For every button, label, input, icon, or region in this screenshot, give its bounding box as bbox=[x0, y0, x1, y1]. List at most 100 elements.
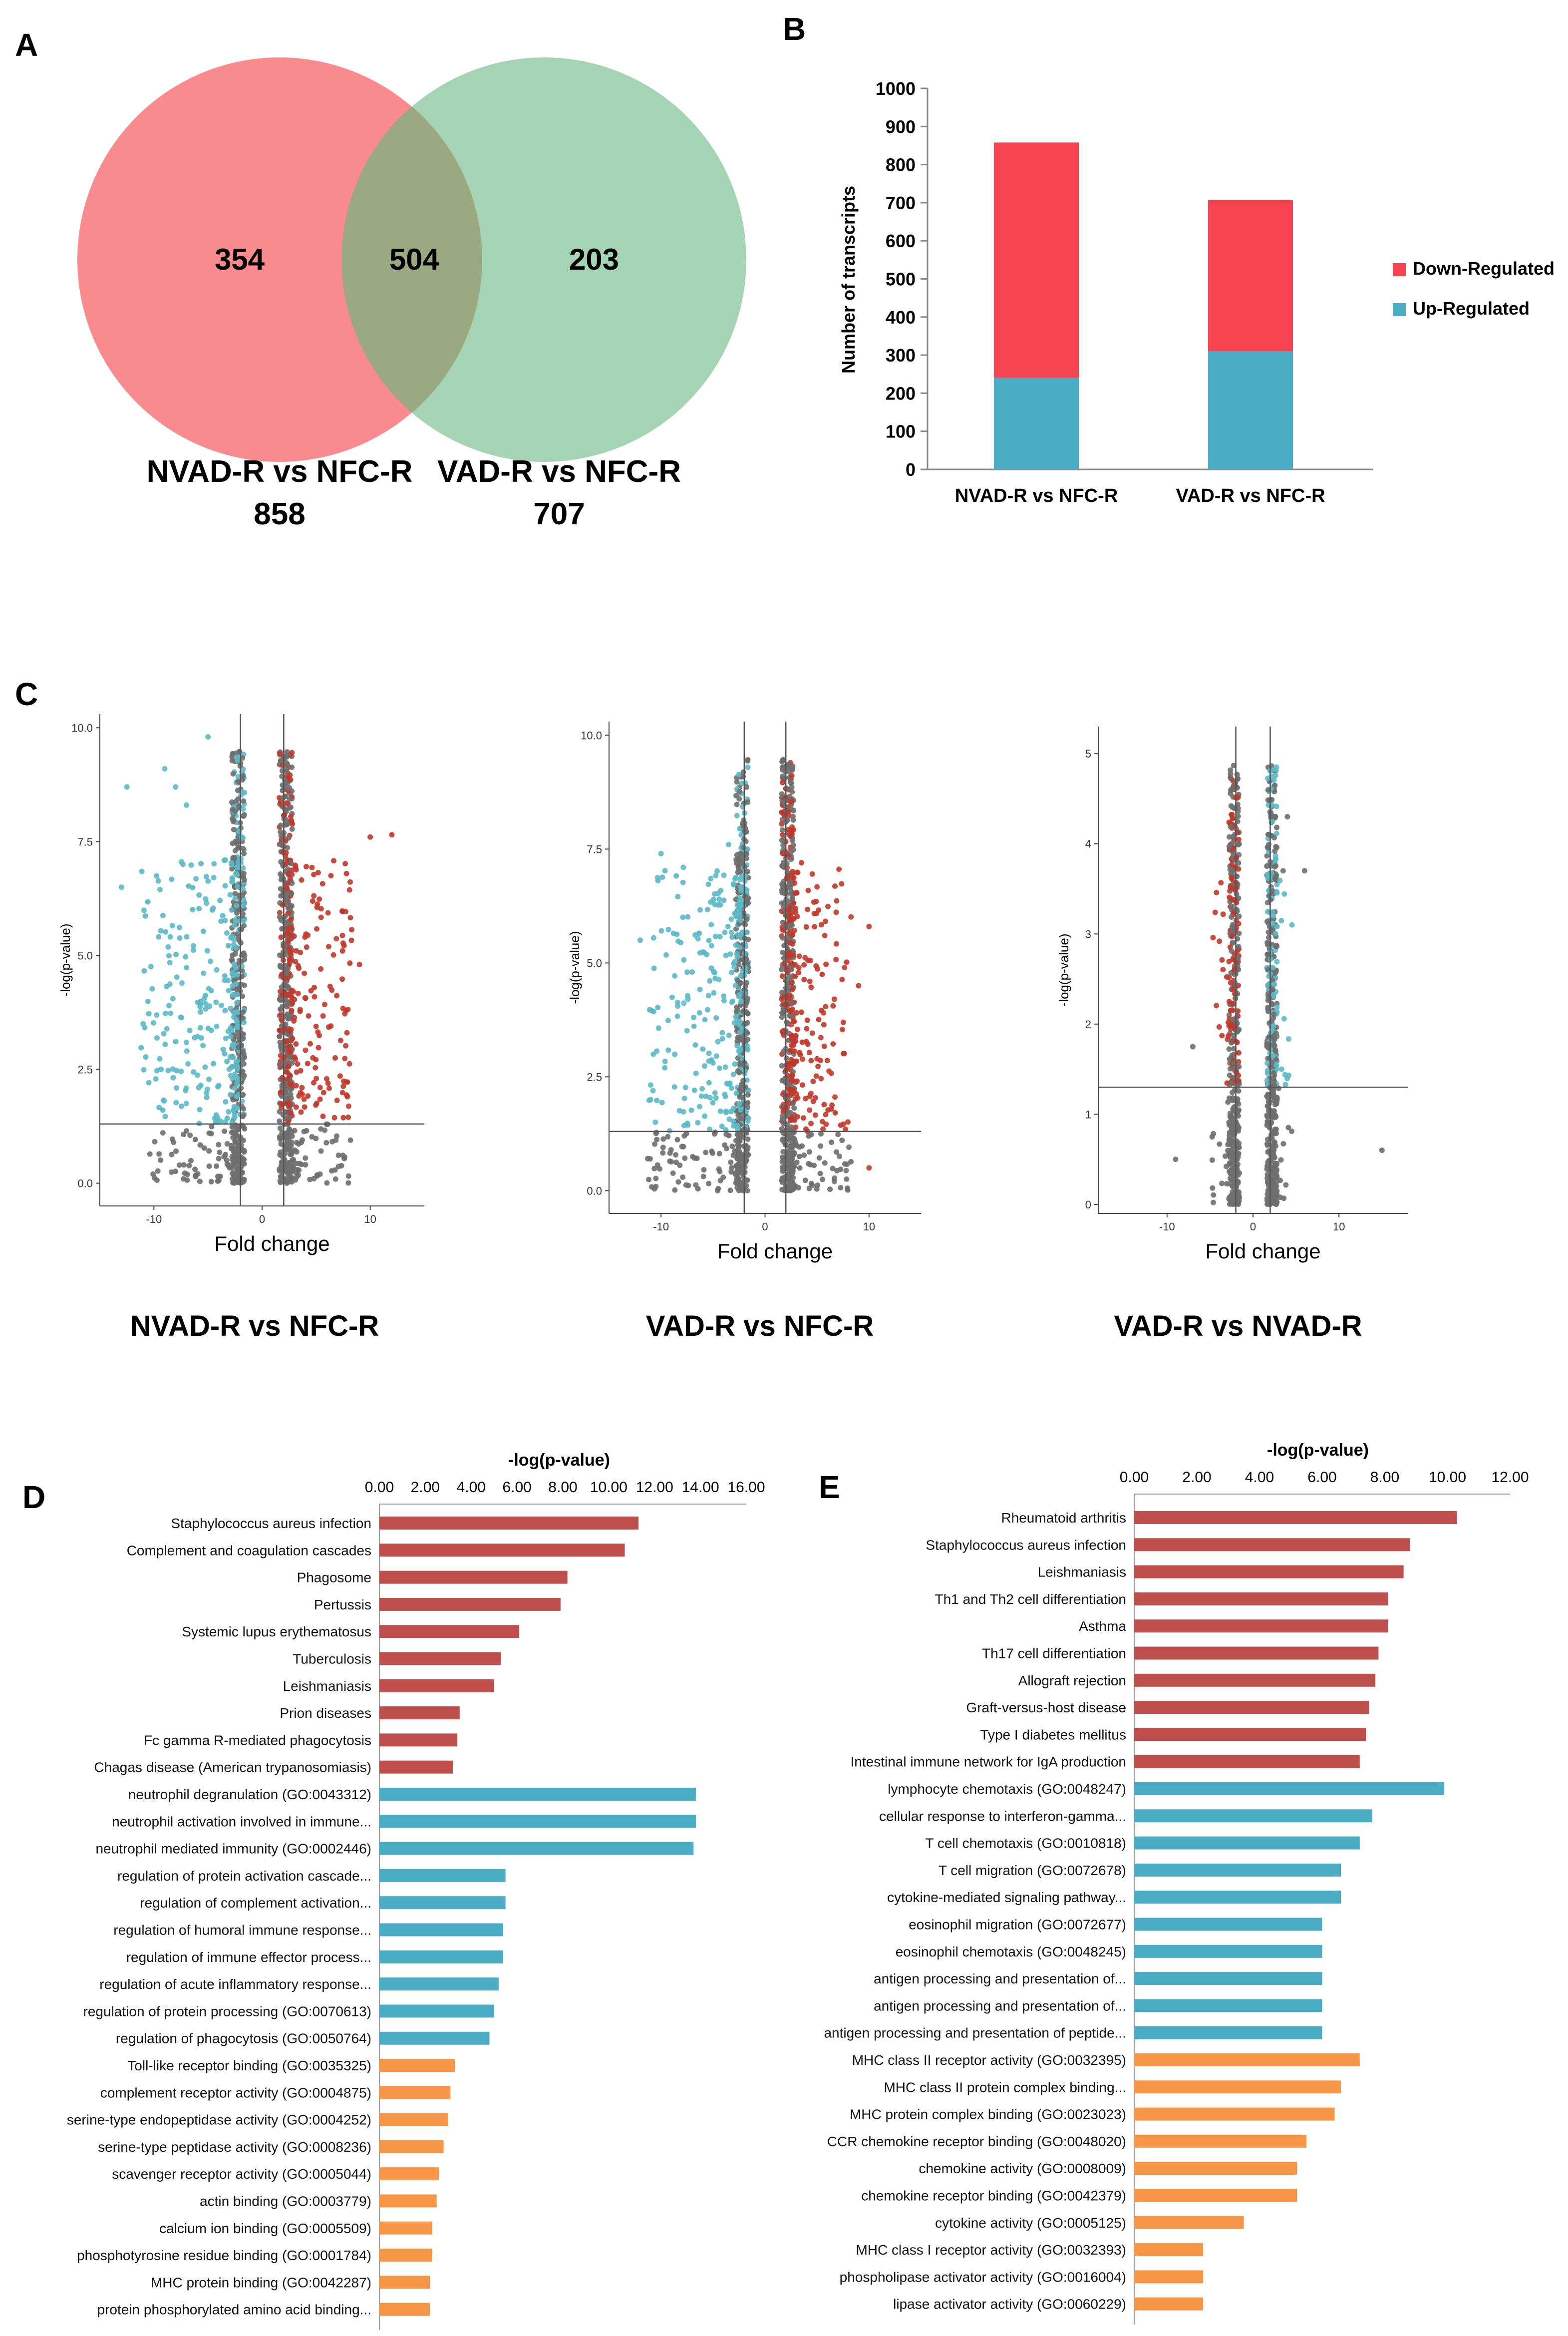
volcano-point bbox=[735, 978, 741, 984]
volcano-point bbox=[1274, 924, 1280, 930]
b-y-tick-label: 1000 bbox=[876, 78, 916, 99]
volcano-point bbox=[654, 1137, 660, 1143]
volcano-point bbox=[743, 851, 749, 857]
volcano-point bbox=[323, 1140, 329, 1146]
volcano-x-tick-label: 0 bbox=[762, 1220, 768, 1233]
volcano-point bbox=[314, 1076, 319, 1082]
d-category-label: complement receptor activity (GO:0004875… bbox=[100, 2085, 371, 2100]
volcano-point bbox=[297, 1161, 303, 1167]
volcano-point bbox=[169, 876, 175, 882]
volcano-point bbox=[167, 934, 173, 940]
d-x-tick-label: 14.00 bbox=[682, 1479, 719, 1496]
volcano-point bbox=[789, 1073, 795, 1079]
d-bar bbox=[379, 1625, 520, 1638]
volcano-point bbox=[779, 1113, 785, 1119]
volcano-point bbox=[293, 959, 299, 965]
volcano-point bbox=[800, 1115, 806, 1121]
b-bar-down-regulated bbox=[994, 142, 1079, 378]
volcano-point bbox=[662, 1065, 668, 1071]
volcano-point bbox=[646, 1176, 652, 1182]
volcano-point bbox=[816, 1017, 822, 1023]
volcano-point bbox=[843, 1126, 849, 1132]
volcano-point bbox=[284, 983, 290, 989]
volcano-point bbox=[1264, 853, 1270, 859]
volcano-point bbox=[138, 1045, 144, 1051]
volcano-point bbox=[229, 934, 235, 940]
b-bar-up-regulated bbox=[994, 378, 1079, 469]
volcano-point bbox=[708, 876, 714, 882]
volcano-point bbox=[727, 951, 733, 957]
volcano-point bbox=[155, 878, 161, 884]
volcano-point bbox=[718, 888, 724, 894]
volcano-point bbox=[810, 1079, 816, 1085]
volcano-point bbox=[164, 1026, 170, 1032]
volcano-point bbox=[784, 1113, 790, 1119]
volcano-x-tick-label: -10 bbox=[1159, 1220, 1175, 1233]
volcano-point bbox=[1264, 863, 1270, 869]
volcano-point bbox=[232, 1114, 238, 1120]
d-category-label: regulation of acute inflammatory respons… bbox=[99, 1976, 371, 1992]
volcano-point bbox=[721, 872, 727, 878]
volcano-point bbox=[320, 1114, 326, 1120]
volcano-point bbox=[719, 1030, 725, 1036]
volcano-point bbox=[817, 1170, 823, 1176]
volcano-point bbox=[1278, 1066, 1284, 1072]
volcano-point bbox=[277, 1061, 283, 1067]
venn-diagram: 354 504 203 NVAD-R vs NFC-R 858 VAD-R vs… bbox=[77, 57, 746, 531]
volcano-point bbox=[716, 1065, 722, 1071]
e-bar bbox=[1134, 1538, 1410, 1552]
volcano-point bbox=[278, 832, 284, 838]
volcano-point bbox=[233, 1017, 239, 1023]
volcano-point bbox=[285, 976, 291, 982]
volcano-point bbox=[725, 924, 731, 930]
volcano-point bbox=[818, 1131, 824, 1137]
volcano-point bbox=[683, 1182, 689, 1188]
volcano-point bbox=[833, 941, 839, 947]
volcano-point bbox=[787, 1175, 793, 1181]
e-bar bbox=[1134, 2026, 1322, 2039]
volcano-point bbox=[791, 1163, 797, 1169]
volcano-point bbox=[342, 1056, 348, 1062]
volcano-point bbox=[794, 869, 800, 875]
volcano-point bbox=[154, 1035, 160, 1041]
volcano-point bbox=[665, 927, 671, 933]
volcano-point bbox=[845, 1187, 851, 1193]
volcano-point bbox=[729, 1143, 735, 1149]
venn-overlap-count: 504 bbox=[389, 243, 440, 276]
volcano-point bbox=[647, 1097, 653, 1103]
volcano-point bbox=[167, 960, 173, 966]
legend-swatch-up bbox=[1393, 303, 1406, 316]
d-bar bbox=[379, 1760, 453, 1774]
volcano-point bbox=[1270, 1112, 1276, 1118]
volcano-point bbox=[662, 868, 668, 874]
volcano-point bbox=[240, 813, 246, 819]
volcano-point bbox=[808, 1132, 814, 1138]
volcano-point bbox=[223, 1035, 229, 1041]
volcano-point bbox=[233, 945, 239, 951]
volcano-point bbox=[1236, 1050, 1242, 1056]
b-bar-up-regulated bbox=[1208, 351, 1293, 469]
volcano-point bbox=[154, 1012, 160, 1018]
volcano-point bbox=[1225, 1036, 1231, 1042]
volcano-point bbox=[285, 1076, 291, 1082]
volcano-point bbox=[289, 750, 295, 756]
volcano-point bbox=[717, 934, 723, 940]
volcano-point bbox=[722, 929, 728, 935]
volcano-point bbox=[1230, 1176, 1236, 1182]
volcano-point bbox=[1229, 1040, 1235, 1046]
e-bar bbox=[1134, 1782, 1445, 1795]
volcano-point bbox=[697, 907, 703, 913]
volcano-point bbox=[293, 1041, 299, 1047]
d-bar bbox=[379, 1842, 694, 1855]
d-bar bbox=[379, 2004, 494, 2018]
volcano-point bbox=[288, 1110, 294, 1116]
volcano-point bbox=[830, 1166, 836, 1171]
volcano-point bbox=[211, 874, 217, 880]
volcano-point bbox=[203, 993, 209, 999]
volcano-point bbox=[289, 1007, 295, 1013]
volcano-point bbox=[684, 969, 690, 975]
volcano-point bbox=[148, 964, 154, 970]
volcano-point bbox=[836, 866, 842, 872]
volcano-point bbox=[226, 988, 232, 994]
